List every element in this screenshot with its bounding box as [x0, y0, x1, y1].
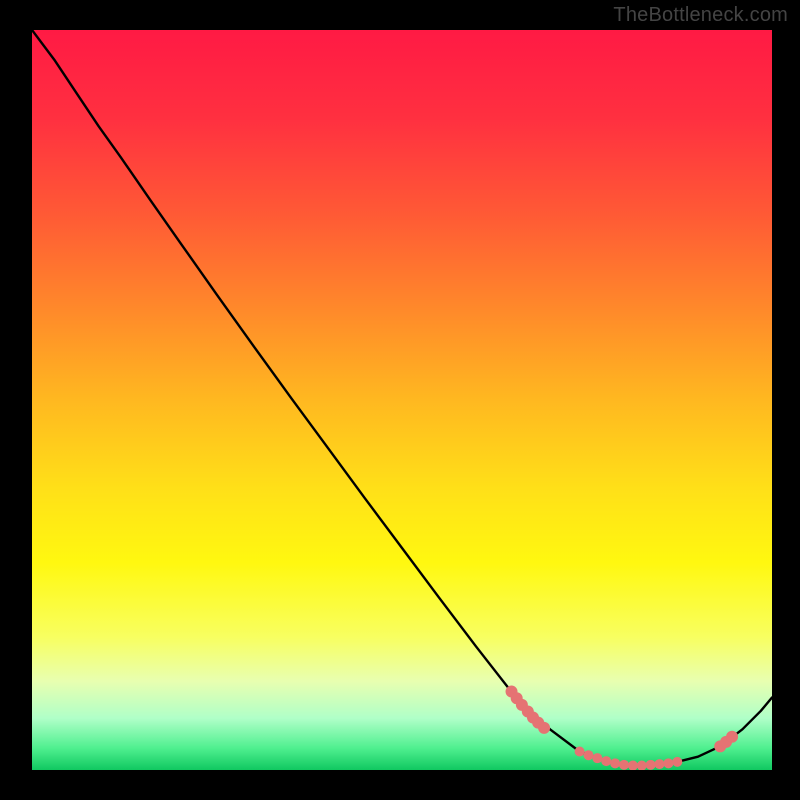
chart-container: TheBottleneck.com — [0, 0, 800, 800]
chart-marker — [592, 753, 602, 763]
chart-marker — [655, 759, 665, 769]
chart-marker — [610, 758, 620, 768]
chart-marker — [672, 757, 682, 767]
chart-marker — [663, 758, 673, 768]
chart-marker — [575, 747, 585, 757]
chart-marker — [628, 761, 638, 770]
chart-curve-layer — [32, 30, 772, 770]
chart-marker — [538, 722, 550, 734]
chart-marker — [601, 756, 611, 766]
chart-curve — [32, 30, 772, 766]
watermark-text: TheBottleneck.com — [613, 4, 788, 27]
chart-marker — [583, 750, 593, 760]
chart-marker — [726, 731, 738, 743]
plot-area — [32, 30, 772, 770]
chart-marker — [646, 760, 656, 770]
chart-marker — [619, 760, 629, 770]
chart-marker — [637, 761, 647, 770]
